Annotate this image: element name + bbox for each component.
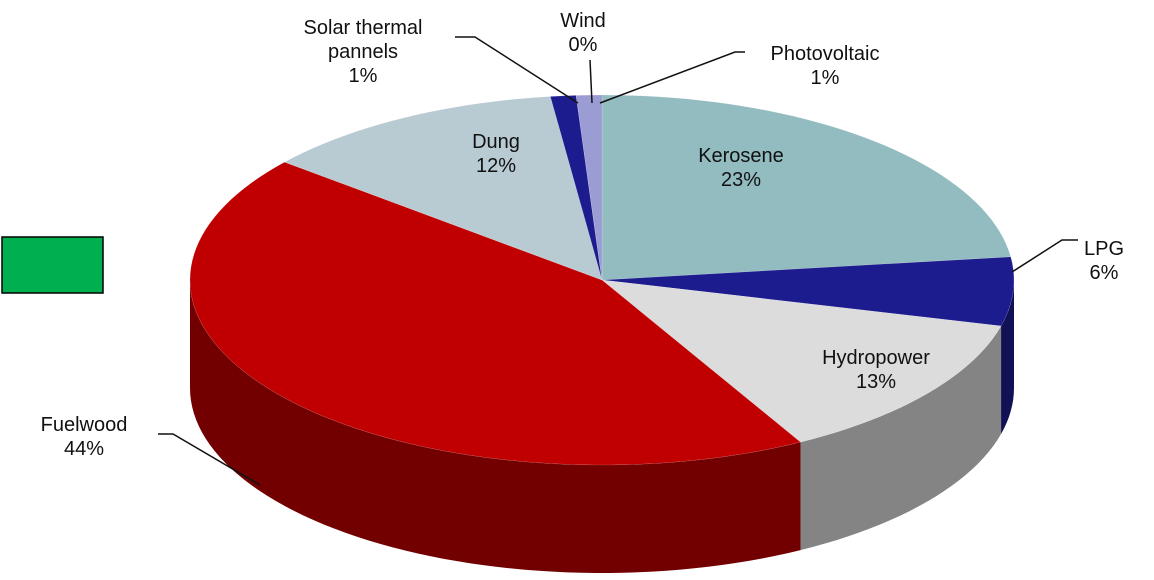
value-label: 6% [1089,262,1119,284]
category-label: Kerosene [698,145,784,167]
category-label: Wind [560,10,606,32]
slice [601,279,1002,443]
slices [189,94,1015,573]
leader-line [1011,239,1078,273]
slice [601,256,1015,327]
leader-line [599,51,745,104]
leader-line [158,433,261,486]
slice-label: Kerosene 23% [698,144,784,192]
leader-line [589,59,593,104]
value-label: 12% [475,155,517,177]
slice [575,94,603,281]
category-label: Dung [472,131,520,153]
value-label: 1% [348,65,378,87]
slice-label: Wind 0% [560,9,606,57]
slice-label: LPG 6% [1084,237,1124,285]
green-box [1,236,104,294]
value-label: 23% [720,169,762,191]
slice [283,96,603,281]
value-label: 44% [63,438,105,460]
slice [601,94,1012,281]
slice-label: Solar thermal pannels 1% [296,16,431,88]
leader-line [455,36,579,104]
value-label: 1% [810,67,840,89]
value-label: 13% [855,371,897,393]
category-label: Fuelwood [40,414,128,436]
slice-label: Photovoltaic 1% [771,42,880,90]
slice-label: Dung 12% [472,130,520,178]
slice-label: Fuelwood 44% [41,413,128,461]
slice-side [190,280,801,573]
slice [550,95,603,281]
slice-side [800,326,1002,551]
category-label: LPG [1083,238,1125,260]
slice [189,161,802,466]
value-label: 0% [568,34,598,56]
category-label: Hydropower [822,347,930,369]
category-label: Photovoltaic [770,43,880,65]
slice-side [1001,280,1014,435]
category-label: Solar thermal pannels [303,17,423,63]
leader-lines [158,36,1078,486]
slice-label: Hydropower 13% [822,346,930,394]
